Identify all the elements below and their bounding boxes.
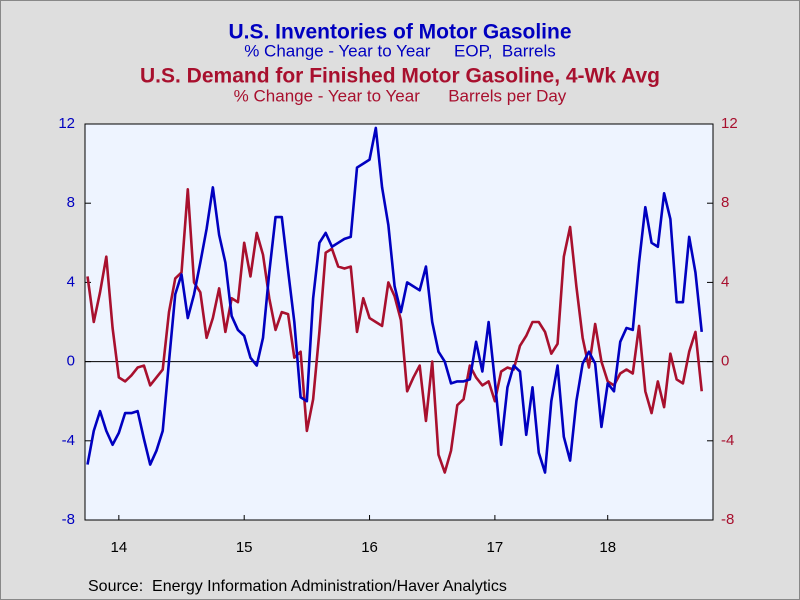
y-tick-label: 0 bbox=[67, 353, 75, 370]
chart-subtitle: % Change - Year to Year EOP, Barrels bbox=[244, 41, 556, 60]
chart-title: U.S. Demand for Finished Motor Gasoline,… bbox=[140, 65, 660, 88]
x-tick-label: 17 bbox=[487, 539, 504, 556]
y2-tick-label: 0 bbox=[721, 353, 729, 370]
y2-tick-label: -8 bbox=[721, 511, 734, 528]
series-line bbox=[86, 126, 704, 474]
y2-tick-label: 8 bbox=[721, 194, 729, 211]
y-tick-label: 12 bbox=[58, 115, 75, 132]
y2-tick-label: -4 bbox=[721, 432, 734, 449]
x-tick-label: 16 bbox=[361, 539, 378, 556]
x-tick-label: 14 bbox=[111, 539, 128, 556]
series-line bbox=[86, 188, 704, 474]
y-tick-label: 4 bbox=[67, 273, 75, 290]
source-note: Source: Energy Information Administratio… bbox=[88, 578, 507, 595]
plot-area bbox=[84, 123, 714, 521]
chart-title: U.S. Inventories of Motor Gasoline bbox=[228, 21, 571, 44]
y-tick-label: -4 bbox=[62, 432, 75, 449]
chart-subtitle: % Change - Year to Year Barrels per Day bbox=[234, 86, 567, 105]
y2-tick-label: 12 bbox=[721, 115, 738, 132]
y-tick-label: 8 bbox=[67, 194, 75, 211]
x-tick-label: 15 bbox=[236, 539, 253, 556]
x-tick-label: 18 bbox=[599, 539, 616, 556]
y2-tick-label: 4 bbox=[721, 273, 729, 290]
y-tick-label: -8 bbox=[62, 511, 75, 528]
